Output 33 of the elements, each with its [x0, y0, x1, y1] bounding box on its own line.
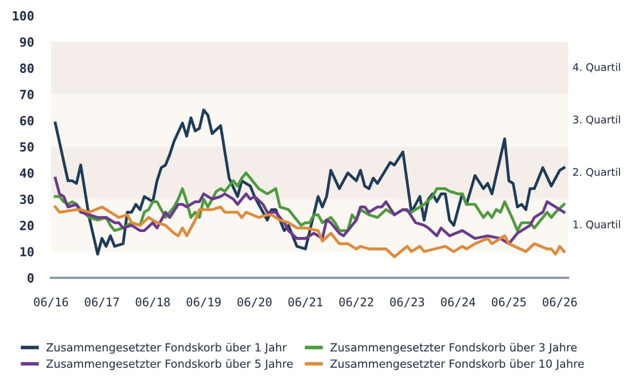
x-tick-label: 06/25: [492, 297, 526, 308]
band-label: 4. Quartil: [572, 62, 620, 72]
x-tick-label: 06/23: [390, 297, 424, 308]
y-tick-label: 100: [12, 11, 34, 21]
y-tick-label: 30: [20, 194, 34, 204]
x-tick-label: 06/24: [441, 297, 476, 308]
y-tick-label: 80: [20, 63, 34, 73]
x-tick-label: 06/20: [238, 297, 272, 308]
y-tick-label: 10: [20, 247, 34, 256]
legend-label: Zusammengesetzter Fondskorb über 1 Jahr: [46, 342, 287, 354]
x-tick-label: 06/26: [542, 297, 577, 308]
legend-label: Zusammengesetzter Fondskorb über 3 Jahre: [330, 342, 577, 354]
y-tick-label: 60: [20, 116, 34, 126]
y-tick-label: 0: [28, 273, 34, 283]
y-tick-label: 20: [20, 220, 34, 230]
line-series: [54, 108, 566, 256]
band-label: 3. Quartil: [573, 115, 620, 125]
x-tick-label: 06/16: [34, 297, 68, 308]
y-tick-label: 50: [20, 142, 34, 152]
y-tick-label: 40: [20, 168, 34, 178]
legend-label: Zusammengesetzter Fondskorb über 5 Jahre: [46, 359, 293, 370]
x-tick-label: 06/19: [186, 297, 221, 308]
band-label: 1. Quartil: [574, 220, 620, 230]
x-tick-label: 06/18: [136, 297, 170, 308]
x-tick-label: 06/17: [84, 297, 119, 308]
y-tick-label: 70: [20, 90, 34, 100]
legend-label: Zusammengesetzter Fondskorb über 10 Jahre: [330, 359, 584, 370]
line-series: [54, 176, 566, 246]
x-tick-label: 06/21: [288, 297, 322, 308]
band-label: 2. Quartil: [573, 168, 620, 178]
line-series: [54, 206, 566, 258]
y-tick-label: 90: [20, 37, 34, 47]
x-tick-label: 06/22: [339, 297, 374, 308]
